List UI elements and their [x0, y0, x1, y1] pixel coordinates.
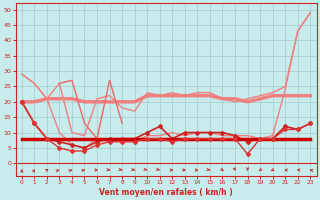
X-axis label: Vent moyen/en rafales ( km/h ): Vent moyen/en rafales ( km/h ) — [99, 188, 233, 197]
